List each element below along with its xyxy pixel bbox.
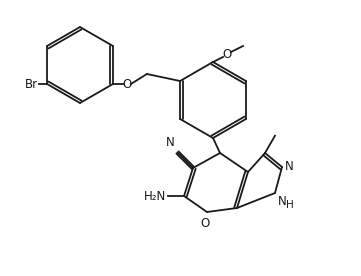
Text: O: O: [222, 47, 232, 60]
Text: Br: Br: [25, 78, 38, 91]
Text: H: H: [286, 200, 294, 210]
Text: N: N: [166, 136, 174, 149]
Text: O: O: [200, 217, 210, 230]
Text: N: N: [285, 161, 294, 174]
Text: N: N: [278, 195, 287, 208]
Text: H₂N: H₂N: [144, 190, 166, 203]
Text: O: O: [122, 78, 131, 91]
